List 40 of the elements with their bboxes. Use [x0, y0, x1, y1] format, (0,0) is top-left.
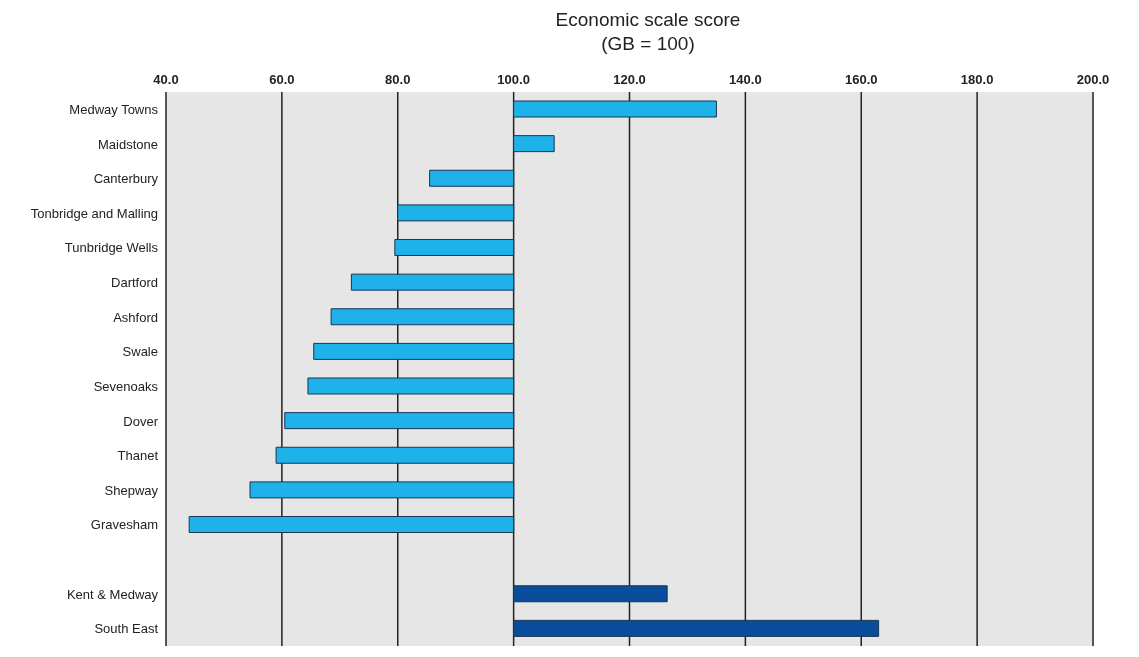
y-tick-label: Shepway: [104, 482, 159, 498]
y-tick-label: Thanet: [117, 448, 159, 464]
bar: [350, 273, 515, 291]
y-tick-label: Tonbridge and Malling: [30, 205, 158, 221]
x-tick-label: 120.0: [613, 72, 646, 87]
y-tick-label: Canterbury: [93, 171, 159, 187]
bar: [394, 239, 515, 256]
x-tick-label: 200.0: [1076, 72, 1110, 87]
bar: [284, 412, 515, 430]
y-tick-label: Tunbridge Wells: [64, 240, 159, 256]
bar: [307, 377, 515, 395]
y-tick-label: Medway Towns: [69, 101, 159, 117]
bar: [249, 481, 515, 499]
bar: [513, 619, 880, 637]
bar: [513, 585, 668, 603]
bar: [429, 169, 515, 187]
x-tick-label: 80.0: [385, 72, 411, 87]
y-tick-label: Dartford: [111, 275, 158, 291]
y-tick-label: Maidstone: [98, 136, 158, 152]
y-tick-label: Kent & Medway: [66, 586, 159, 602]
x-tick-label: 60.0: [269, 72, 295, 87]
bar: [397, 204, 515, 222]
x-tick-label: 140.0: [729, 72, 762, 87]
bar: [513, 100, 717, 118]
x-tick-label: 160.0: [844, 72, 878, 87]
y-tick-label: Sevenoaks: [93, 378, 159, 394]
x-tick-label: 180.0: [960, 72, 994, 87]
y-tick-label: Swale: [122, 344, 158, 360]
y-tick-label: Ashford: [113, 309, 158, 325]
x-tick-label: 40.0: [153, 72, 179, 87]
bar: [313, 342, 515, 360]
y-tick-label: Gravesham: [90, 517, 158, 533]
bar: [330, 308, 515, 326]
x-tick-label: 100.0: [497, 72, 530, 87]
bar: [275, 446, 515, 464]
bar: [513, 135, 555, 153]
x-axis-title: Economic scale score (GB = 100): [554, 8, 742, 56]
y-tick-label: Dover: [123, 413, 159, 429]
y-tick-label: South East: [94, 621, 159, 637]
bar: [188, 516, 515, 533]
